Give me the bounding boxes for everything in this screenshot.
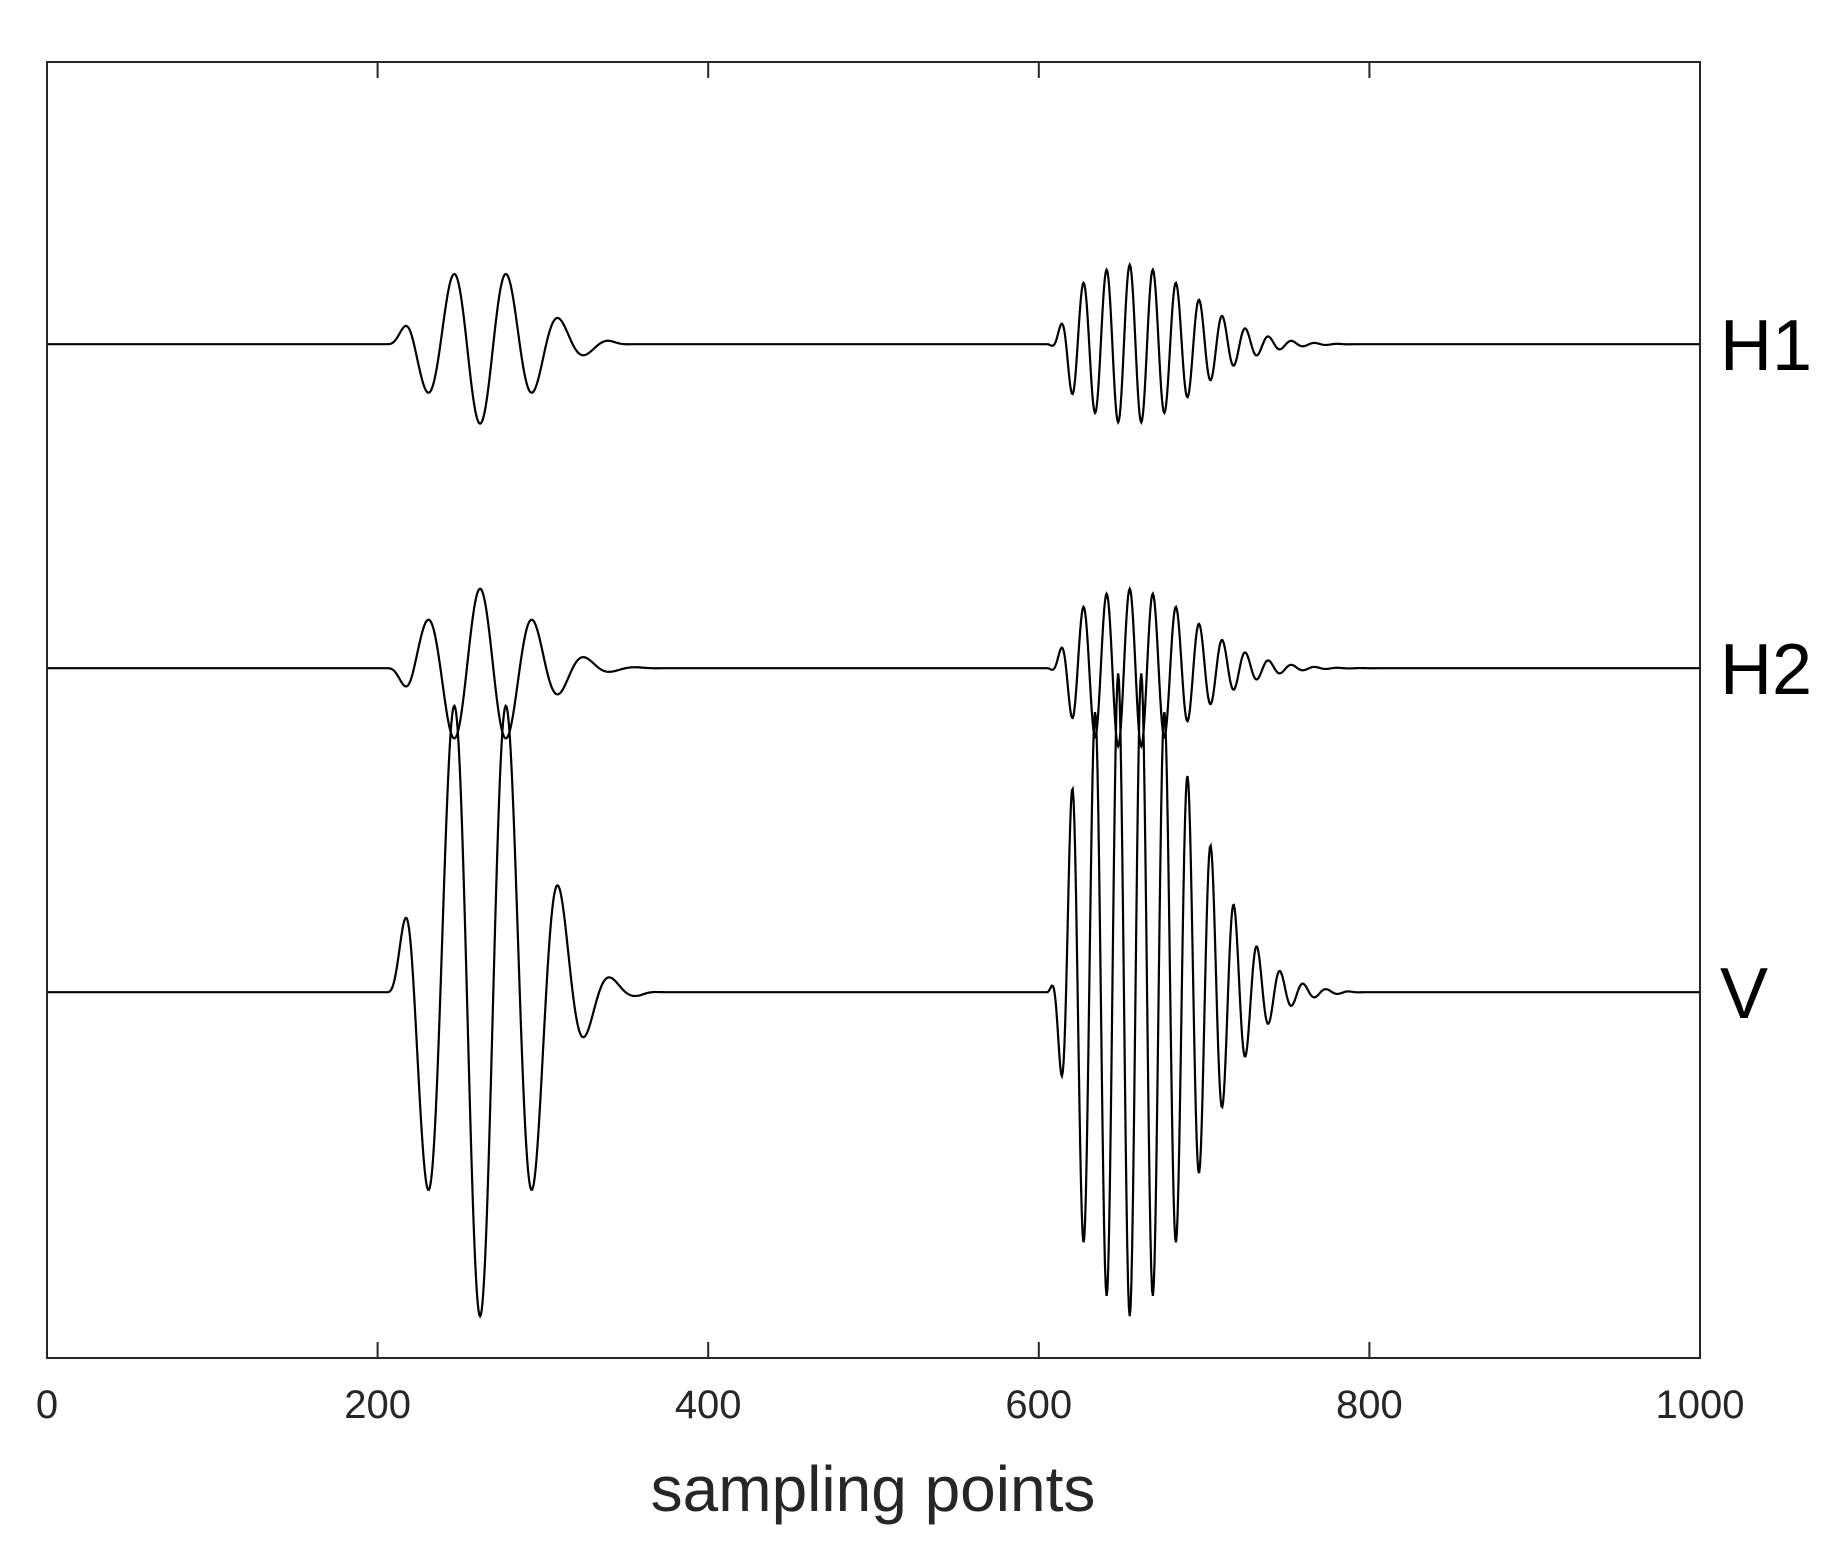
trace-label-group: H1 H2 V — [1720, 306, 1812, 1034]
trace-group — [47, 261, 1700, 1319]
trace-label-h2: H2 — [1720, 630, 1812, 710]
trace-h1 — [47, 261, 1700, 426]
trace-v — [47, 673, 1700, 1319]
trace-label-h1: H1 — [1720, 306, 1812, 386]
x-tick-label-600: 600 — [1005, 1383, 1072, 1427]
trace-label-v: V — [1720, 954, 1768, 1034]
plot-frame — [46, 61, 1701, 1359]
x-tick-label-800: 800 — [1336, 1383, 1403, 1427]
x-tick-label-400: 400 — [675, 1383, 742, 1427]
x-tick-label-1000: 1000 — [1656, 1383, 1745, 1427]
x-tick-label-200: 200 — [344, 1383, 411, 1427]
x-tick-group — [376, 62, 1371, 1358]
x-axis-title: sampling points — [651, 1453, 1096, 1525]
trace-h2 — [47, 585, 1700, 750]
x-tick-label-group: 0 200 400 600 800 1000 — [36, 1383, 1745, 1427]
x-tick-label-0: 0 — [36, 1383, 58, 1427]
